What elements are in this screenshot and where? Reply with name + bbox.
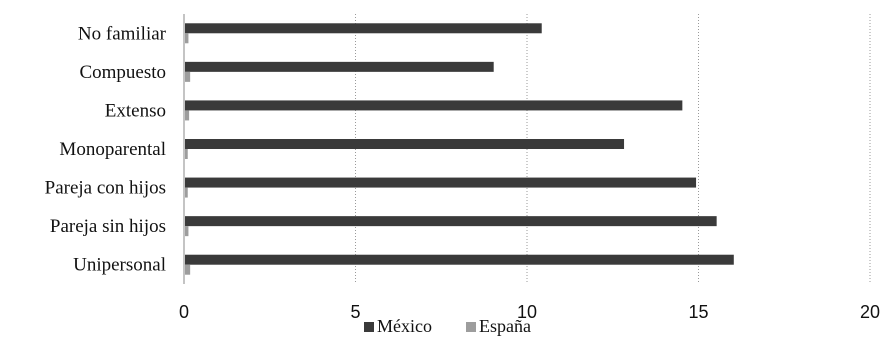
category-label: Pareja sin hijos (50, 216, 166, 237)
x-tick-label: 10 (517, 302, 537, 322)
bar-espana (185, 187, 188, 198)
bar-mexico (185, 61, 494, 72)
x-tick-label: 0 (179, 302, 189, 322)
x-tick-label: 5 (350, 302, 360, 322)
category-label: Unipersonal (73, 255, 166, 276)
bar-espana (185, 226, 189, 237)
bar-mexico (185, 100, 683, 111)
category-label: Pareja con hijos (45, 178, 166, 199)
bar-mexico (185, 177, 697, 188)
legend-label-espana: España (479, 316, 531, 336)
x-tick-labels: 0 5 10 15 20 (179, 302, 880, 322)
category-label: Monoparental (59, 139, 166, 160)
legend: México España (364, 316, 531, 336)
bar-mexico (185, 216, 717, 227)
legend-swatch-mexico (364, 322, 374, 332)
bar-espana (185, 264, 191, 275)
category-labels: No familiar Compuesto Extenso Monoparental P… (45, 23, 167, 275)
x-tick-label: 20 (860, 302, 880, 322)
bar-mexico (185, 254, 734, 265)
bar-espana (185, 110, 190, 121)
legend-label-mexico: México (377, 316, 432, 336)
bar-mexico (185, 139, 625, 149)
bar-espana (185, 149, 188, 159)
bar-mexico (185, 23, 542, 34)
bar-espana (185, 71, 191, 82)
legend-swatch-espana (466, 322, 476, 332)
category-label: Extenso (105, 100, 166, 121)
bar-espana (185, 33, 189, 44)
category-label: Compuesto (79, 62, 166, 83)
x-tick-label: 15 (688, 302, 708, 322)
bars (185, 23, 734, 275)
category-label: No familiar (78, 23, 167, 44)
